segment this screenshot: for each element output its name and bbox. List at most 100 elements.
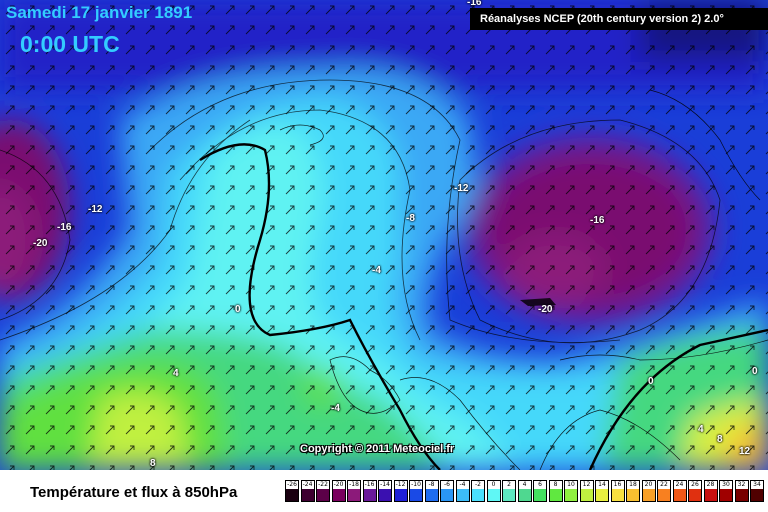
coastlines: [279, 89, 768, 470]
scale-cell: 14: [595, 480, 609, 502]
scale-swatch: [549, 489, 562, 501]
legend-title: Température et flux à 850hPa: [30, 484, 238, 501]
scale-swatch: [611, 489, 624, 501]
scale-value: 34: [753, 481, 761, 488]
scale-swatch: [363, 489, 376, 501]
scale-cell: -22: [316, 480, 330, 502]
scale-value: 14: [598, 481, 606, 488]
scale-cell: 6: [533, 480, 547, 502]
isotherm-label: -4: [331, 403, 340, 414]
scale-cell: 8: [548, 480, 563, 502]
scale-value: -26: [287, 481, 297, 488]
scale-value: 0: [491, 481, 496, 488]
scale-value: -24: [302, 481, 313, 488]
scale-cell: -4: [455, 480, 470, 502]
scale-cell: -14: [378, 480, 392, 502]
scale-value: -4: [459, 481, 466, 488]
scale-swatch: [301, 489, 314, 501]
source-label: Réanalyses NCEP (20th century version 2)…: [470, 8, 768, 30]
isotherm-label: -16: [467, 0, 482, 8]
scale-swatch: [720, 489, 732, 501]
isotherm-label: -12: [454, 183, 469, 194]
scale-cell: -26: [285, 480, 299, 502]
isotherm-label: -20: [538, 304, 553, 315]
scale-swatch: [565, 489, 577, 501]
scale-swatch: [673, 489, 686, 501]
scale-swatch: [642, 489, 655, 501]
scale-cell: 16: [610, 480, 625, 502]
isotherm-label: -20: [33, 238, 48, 249]
scale-swatch: [348, 489, 360, 501]
isotherm-label: 4: [173, 368, 179, 379]
scale-swatch: [394, 489, 407, 501]
scale-cell: 24: [672, 480, 687, 502]
scale-swatch: [596, 489, 608, 501]
scale-swatch: [410, 489, 422, 501]
scale-value: -18: [349, 481, 359, 488]
scale-cell: 2: [502, 480, 516, 502]
scale-value: 20: [644, 481, 653, 488]
scale-swatch: [735, 489, 748, 501]
isotherm-label: -16: [57, 222, 72, 233]
scale-value: -10: [411, 481, 421, 488]
scale-value: 22: [660, 481, 668, 488]
isotherm-label: 0: [752, 366, 758, 377]
scale-cell: -2: [471, 480, 485, 502]
scale-value: -16: [364, 481, 375, 488]
scale-cell: 34: [750, 480, 764, 502]
scale-swatch: [518, 489, 531, 501]
isotherm-label: -8: [406, 213, 415, 224]
scale-cell: 10: [564, 480, 578, 502]
map-canvas: [0, 0, 768, 470]
isotherm-label: 0: [235, 304, 241, 315]
scale-value: 12: [582, 481, 591, 488]
scale-cell: -10: [409, 480, 423, 502]
isotherm-label: 8: [150, 458, 156, 469]
scale-swatch: [534, 489, 546, 501]
scale-cell: 32: [734, 480, 749, 502]
scale-swatch: [503, 489, 515, 501]
scale-cell: -8: [424, 480, 439, 502]
scale-cell: 18: [626, 480, 640, 502]
scale-swatch: [317, 489, 329, 501]
scale-swatch: [441, 489, 453, 501]
scale-swatch: [658, 489, 670, 501]
scale-value: 2: [507, 481, 511, 488]
scale-swatch: [689, 489, 701, 501]
scale-swatch: [487, 489, 500, 501]
scale-value: -2: [475, 481, 481, 488]
isotherm-label: 4: [698, 424, 704, 435]
scale-swatch: [472, 489, 484, 501]
scale-cell: 26: [688, 480, 702, 502]
scale-value: 10: [567, 481, 575, 488]
isotherm-label: 0: [648, 376, 654, 387]
scale-value: -14: [380, 481, 390, 488]
isotherm-label: 8: [717, 434, 723, 445]
scale-value: -8: [428, 481, 435, 488]
scale-value: 32: [737, 481, 746, 488]
scale-swatch: [379, 489, 391, 501]
scale-value: 8: [553, 481, 558, 488]
isotherm-label: 12: [739, 446, 751, 457]
scale-value: -22: [318, 481, 328, 488]
scale-value: 30: [722, 481, 730, 488]
time-label: 0:00 UTC: [20, 31, 120, 57]
scale-cell: 0: [486, 480, 501, 502]
scale-swatch: [627, 489, 639, 501]
scale-value: -12: [395, 481, 406, 488]
scale-cell: -16: [362, 480, 377, 502]
copyright-label: Copyright © 2011 Meteociel.fr: [300, 443, 455, 455]
scale-cell: -12: [393, 480, 408, 502]
scale-swatch: [425, 489, 438, 501]
isotherm-label: -4: [372, 265, 381, 276]
scale-value: -20: [333, 481, 344, 488]
scale-value: 24: [675, 481, 684, 488]
scale-cell: -6: [440, 480, 454, 502]
scale-swatch: [456, 489, 469, 501]
temperature-map: Samedi 17 janvier 1891 0:00 UTC Réanalys…: [0, 0, 768, 470]
scale-cell: 22: [657, 480, 671, 502]
scale-cell: 28: [703, 480, 718, 502]
wind-flux-arrows: [0, 0, 768, 470]
scale-cell: 30: [719, 480, 733, 502]
